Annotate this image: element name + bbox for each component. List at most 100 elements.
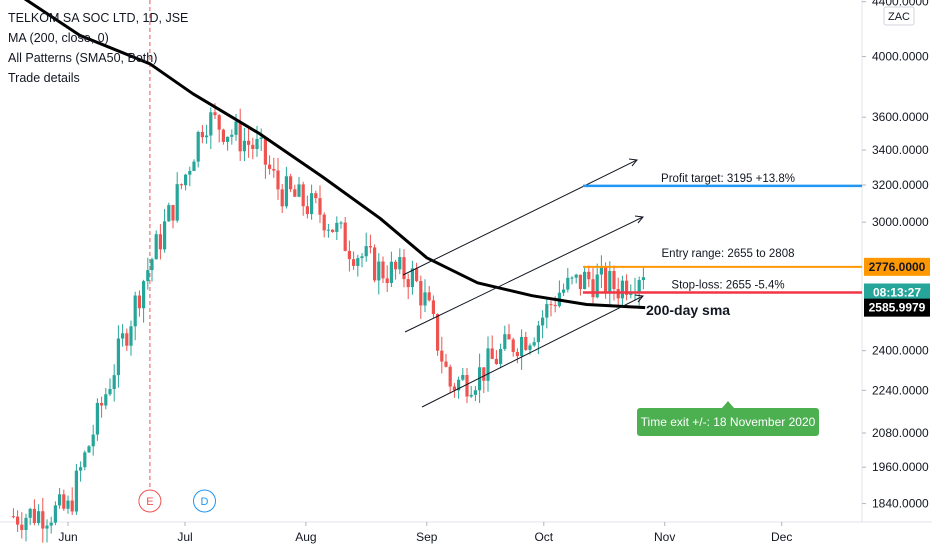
candle-body xyxy=(213,112,217,116)
candle-body xyxy=(641,277,645,281)
trend-channel[interactable] xyxy=(402,158,644,408)
candle-body xyxy=(66,500,70,509)
x-tick-label: Oct xyxy=(534,530,553,544)
y-tick-label: 3000.0000 xyxy=(872,215,929,229)
channel-line[interactable] xyxy=(421,295,644,408)
candle-body xyxy=(129,326,133,346)
candle-body xyxy=(578,274,582,290)
legend-trade[interactable]: Trade details xyxy=(8,71,80,85)
candle-body xyxy=(276,170,280,190)
entry-range-label: Entry range: 2655 to 2808 xyxy=(662,248,795,260)
candle-body xyxy=(293,189,297,197)
candle-body xyxy=(116,338,120,376)
candle-body xyxy=(583,271,587,290)
candle-body xyxy=(377,261,381,281)
candle-body xyxy=(625,280,629,295)
entry-price-tag-label: 2776.0000 xyxy=(869,260,926,274)
candle-body xyxy=(95,402,99,435)
candle-body xyxy=(53,505,57,523)
candle-body xyxy=(163,221,167,250)
x-tick-label: Nov xyxy=(654,530,675,544)
candle-body xyxy=(587,271,591,280)
candle-body xyxy=(536,325,540,343)
candle-body xyxy=(574,274,578,278)
candle-body xyxy=(637,280,641,292)
legend-patterns[interactable]: All Patterns (SMA50, Both) xyxy=(8,51,158,65)
candle-body xyxy=(566,277,570,290)
time-exit-box[interactable] xyxy=(637,408,819,436)
legend-ma[interactable]: MA (200, close, 0) xyxy=(8,31,109,45)
candle-body xyxy=(284,176,288,207)
candle-body xyxy=(503,334,507,349)
candle-body xyxy=(373,247,377,281)
earnings-marker[interactable] xyxy=(138,489,162,513)
candle-body xyxy=(436,314,440,351)
candle-body xyxy=(318,198,322,215)
candle-body xyxy=(142,281,146,309)
candle-body xyxy=(469,394,473,397)
time-exit-pointer xyxy=(722,401,734,408)
dividend-marker[interactable] xyxy=(193,489,216,513)
candle-body xyxy=(16,516,20,525)
candle-body xyxy=(482,367,486,381)
candle-body xyxy=(541,317,545,326)
candle-body xyxy=(91,434,95,447)
candle-body xyxy=(612,271,616,289)
candle-body xyxy=(591,279,595,298)
candle-body xyxy=(20,524,24,531)
candle-body xyxy=(125,333,129,346)
candle-body xyxy=(74,470,78,512)
legend-symbol[interactable]: TELKOM SA SOC LTD, 1D, JSE xyxy=(8,11,189,25)
candle-body xyxy=(301,184,305,207)
time-exit-callout[interactable]: Time exit +/-: 18 November 2020 xyxy=(637,401,819,436)
candle-body xyxy=(259,137,263,139)
x-tick-label: Aug xyxy=(295,530,316,544)
candle-body xyxy=(549,304,553,306)
candle-body xyxy=(104,394,108,406)
candle-body xyxy=(121,333,125,339)
candles xyxy=(11,103,645,543)
candle-body xyxy=(268,164,272,169)
y-tick-label: 2240.0000 xyxy=(872,383,929,397)
candle-body xyxy=(608,271,612,294)
stop-loss-label: Stop-loss: 2655 -5.4% xyxy=(671,279,784,291)
channel-line[interactable] xyxy=(402,159,638,276)
candle-body xyxy=(188,170,192,175)
currency-badge[interactable] xyxy=(883,6,915,26)
candle-body xyxy=(364,246,368,257)
candle-body xyxy=(528,345,532,350)
candle-body xyxy=(280,189,284,207)
channel-arrowhead xyxy=(634,294,644,303)
candle-body xyxy=(427,292,431,301)
y-tick-label: 1960.0000 xyxy=(872,460,929,474)
channel-arrowhead xyxy=(634,215,644,224)
candle-body xyxy=(37,511,41,524)
candle-body xyxy=(532,342,536,346)
candle-body xyxy=(486,348,490,381)
y-tick-label: 2080.0000 xyxy=(872,426,929,440)
candle-body xyxy=(49,522,53,526)
candle-body xyxy=(339,222,343,224)
countdown-tag-label: 08:13:27 xyxy=(873,285,921,299)
candle-body xyxy=(58,494,62,506)
candle-body xyxy=(83,452,87,468)
candle-body xyxy=(179,184,183,186)
candle-body xyxy=(499,348,503,364)
sma-price-tag-label: 2585.9979 xyxy=(869,301,926,315)
candle-body xyxy=(242,140,246,152)
candle-body xyxy=(24,517,28,531)
candle-body xyxy=(209,112,213,136)
candle-body xyxy=(251,144,255,150)
candle-body xyxy=(310,193,314,215)
candle-body xyxy=(444,361,448,367)
candle-body xyxy=(11,516,15,518)
candle-body xyxy=(171,205,175,221)
candle-body xyxy=(461,375,465,380)
y-tick-label: 1840.0000 xyxy=(872,497,929,511)
candle-body xyxy=(70,500,74,512)
channel-line[interactable] xyxy=(404,216,644,333)
candle-body xyxy=(200,131,204,138)
candle-body xyxy=(154,234,158,260)
sma-200-line[interactable] xyxy=(13,0,646,310)
